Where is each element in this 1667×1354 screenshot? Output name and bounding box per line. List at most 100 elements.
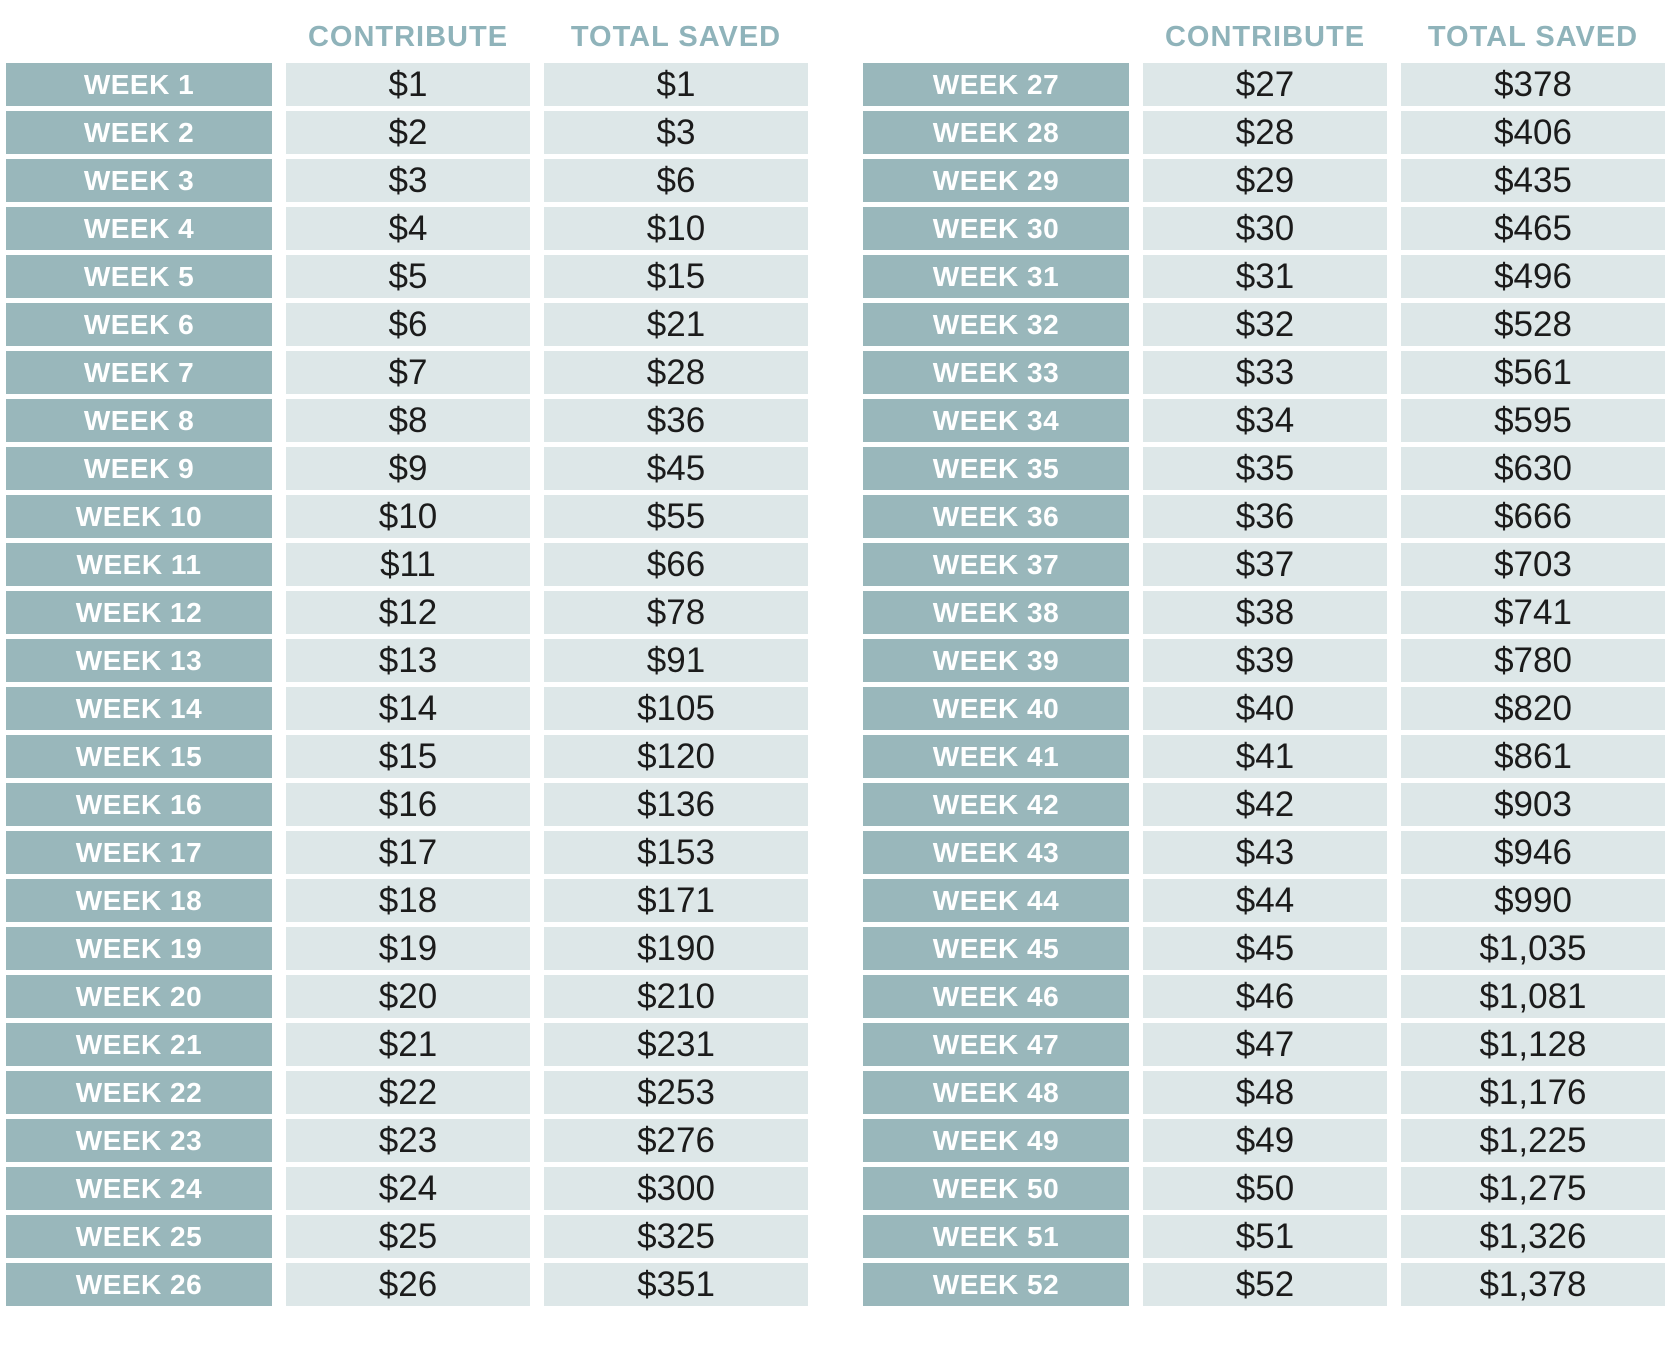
total-saved-cell: $231: [544, 1023, 808, 1066]
week-label-cell: WEEK 14: [6, 687, 272, 730]
savings-table-weeks-1-26: CONTRIBUTE TOTAL SAVED WEEK 1 $1 $1 WEEK 2 $…: [6, 0, 808, 1311]
total-saved-cell: $45: [544, 447, 808, 490]
contribute-cell: $27: [1143, 63, 1387, 106]
total-saved-cell: $378: [1401, 63, 1665, 106]
total-saved-cell: $21: [544, 303, 808, 346]
table-row: WEEK 11 $11 $66: [6, 543, 808, 586]
table-row: WEEK 25 $25 $325: [6, 1215, 808, 1258]
week-label-cell: WEEK 40: [863, 687, 1129, 730]
total-saved-cell: $66: [544, 543, 808, 586]
contribute-cell: $28: [1143, 111, 1387, 154]
table-row: WEEK 42 $42 $903: [863, 783, 1665, 826]
total-saved-cell: $435: [1401, 159, 1665, 202]
total-saved-cell: $780: [1401, 639, 1665, 682]
table-row: WEEK 37 $37 $703: [863, 543, 1665, 586]
total-saved-cell: $153: [544, 831, 808, 874]
week-label-cell: WEEK 23: [6, 1119, 272, 1162]
contribute-cell: $12: [286, 591, 530, 634]
week-label-cell: WEEK 46: [863, 975, 1129, 1018]
total-saved-cell: $105: [544, 687, 808, 730]
total-saved-cell: $253: [544, 1071, 808, 1114]
contribute-cell: $18: [286, 879, 530, 922]
table-row: WEEK 30 $30 $465: [863, 207, 1665, 250]
total-saved-cell: $465: [1401, 207, 1665, 250]
table-row: WEEK 9 $9 $45: [6, 447, 808, 490]
week-label-cell: WEEK 36: [863, 495, 1129, 538]
table-rows: WEEK 1 $1 $1 WEEK 2 $2 $3 WEEK 3 $3 $6 WEEK 4 $4 $1…: [6, 63, 808, 1306]
contribute-cell: $35: [1143, 447, 1387, 490]
table-row: WEEK 15 $15 $120: [6, 735, 808, 778]
contribute-cell: $25: [286, 1215, 530, 1258]
table-row: WEEK 48 $48 $1,176: [863, 1071, 1665, 1114]
contribute-cell: $20: [286, 975, 530, 1018]
total-saved-cell: $276: [544, 1119, 808, 1162]
table-rows: WEEK 27 $27 $378 WEEK 28 $28 $406 WEEK 29 $29 $4…: [863, 63, 1665, 1306]
contribute-cell: $9: [286, 447, 530, 490]
contribute-cell: $31: [1143, 255, 1387, 298]
column-header-total-saved: TOTAL SAVED: [570, 20, 782, 53]
contribute-cell: $6: [286, 303, 530, 346]
week-label-cell: WEEK 37: [863, 543, 1129, 586]
total-saved-cell: $561: [1401, 351, 1665, 394]
total-saved-cell: $1,128: [1401, 1023, 1665, 1066]
table-row: WEEK 6 $6 $21: [6, 303, 808, 346]
table-row: WEEK 18 $18 $171: [6, 879, 808, 922]
table-row: WEEK 43 $43 $946: [863, 831, 1665, 874]
table-row: WEEK 20 $20 $210: [6, 975, 808, 1018]
total-saved-cell: $1,176: [1401, 1071, 1665, 1114]
table-row: WEEK 10 $10 $55: [6, 495, 808, 538]
total-saved-cell: $406: [1401, 111, 1665, 154]
week-label-cell: WEEK 28: [863, 111, 1129, 154]
contribute-cell: $37: [1143, 543, 1387, 586]
week-label-cell: WEEK 1: [6, 63, 272, 106]
week-label-cell: WEEK 52: [863, 1263, 1129, 1306]
week-label-cell: WEEK 7: [6, 351, 272, 394]
table-row: WEEK 8 $8 $36: [6, 399, 808, 442]
contribute-cell: $42: [1143, 783, 1387, 826]
total-saved-cell: $28: [544, 351, 808, 394]
table-row: WEEK 5 $5 $15: [6, 255, 808, 298]
table-row: WEEK 23 $23 $276: [6, 1119, 808, 1162]
week-label-cell: WEEK 41: [863, 735, 1129, 778]
total-saved-cell: $820: [1401, 687, 1665, 730]
week-label-cell: WEEK 15: [6, 735, 272, 778]
table-row: WEEK 41 $41 $861: [863, 735, 1665, 778]
contribute-cell: $16: [286, 783, 530, 826]
week-label-cell: WEEK 44: [863, 879, 1129, 922]
table-row: WEEK 26 $26 $351: [6, 1263, 808, 1306]
total-saved-cell: $903: [1401, 783, 1665, 826]
total-saved-cell: $990: [1401, 879, 1665, 922]
total-saved-cell: $1,378: [1401, 1263, 1665, 1306]
week-label-cell: WEEK 30: [863, 207, 1129, 250]
week-label-cell: WEEK 33: [863, 351, 1129, 394]
contribute-cell: $45: [1143, 927, 1387, 970]
contribute-cell: $14: [286, 687, 530, 730]
contribute-cell: $1: [286, 63, 530, 106]
week-label-cell: WEEK 5: [6, 255, 272, 298]
table-row: WEEK 17 $17 $153: [6, 831, 808, 874]
table-row: WEEK 31 $31 $496: [863, 255, 1665, 298]
week-label-cell: WEEK 3: [6, 159, 272, 202]
contribute-cell: $50: [1143, 1167, 1387, 1210]
week-label-cell: WEEK 34: [863, 399, 1129, 442]
total-saved-cell: $136: [544, 783, 808, 826]
table-row: WEEK 22 $22 $253: [6, 1071, 808, 1114]
contribute-cell: $34: [1143, 399, 1387, 442]
contribute-cell: $30: [1143, 207, 1387, 250]
contribute-cell: $32: [1143, 303, 1387, 346]
table-row: WEEK 33 $33 $561: [863, 351, 1665, 394]
table-row: WEEK 19 $19 $190: [6, 927, 808, 970]
total-saved-cell: $55: [544, 495, 808, 538]
total-saved-cell: $190: [544, 927, 808, 970]
table-row: WEEK 36 $36 $666: [863, 495, 1665, 538]
week-label-cell: WEEK 42: [863, 783, 1129, 826]
table-row: WEEK 3 $3 $6: [6, 159, 808, 202]
contribute-cell: $8: [286, 399, 530, 442]
table-row: WEEK 7 $7 $28: [6, 351, 808, 394]
week-label-cell: WEEK 51: [863, 1215, 1129, 1258]
table-row: WEEK 24 $24 $300: [6, 1167, 808, 1210]
total-saved-cell: $91: [544, 639, 808, 682]
contribute-cell: $13: [286, 639, 530, 682]
contribute-cell: $38: [1143, 591, 1387, 634]
week-label-cell: WEEK 20: [6, 975, 272, 1018]
